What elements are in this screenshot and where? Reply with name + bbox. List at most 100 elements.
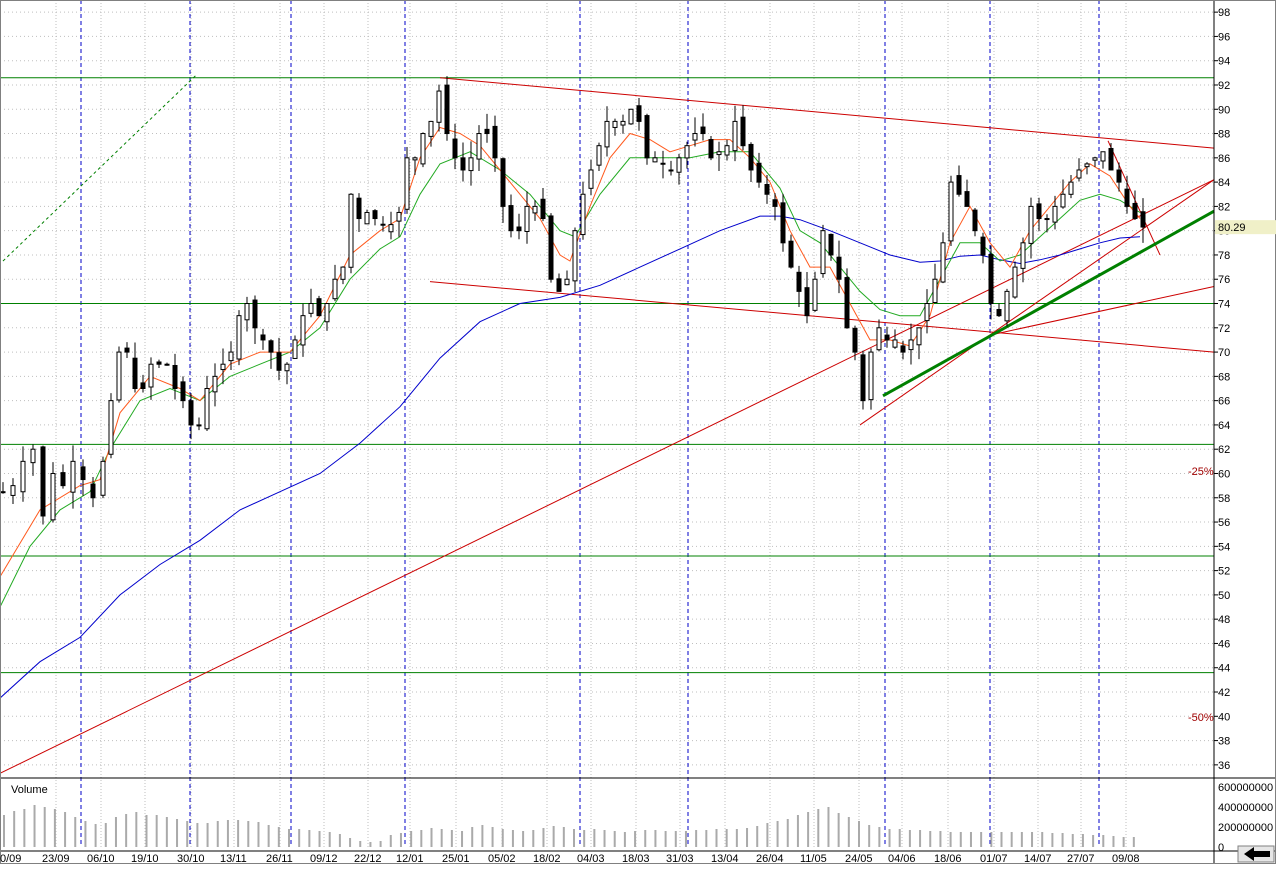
candle-body bbox=[564, 278, 570, 286]
volume-bar bbox=[1081, 834, 1084, 847]
volume-bar bbox=[847, 817, 850, 847]
y-tick-label: 72 bbox=[1218, 323, 1230, 335]
volume-bar bbox=[338, 834, 341, 847]
volume-bar bbox=[644, 830, 647, 847]
y-tick-label: 78 bbox=[1218, 250, 1230, 262]
candle-body bbox=[1084, 163, 1090, 168]
volume-tick-label: 400000000 bbox=[1218, 802, 1273, 814]
volume-bar bbox=[318, 831, 321, 847]
candle-body bbox=[244, 303, 250, 321]
guide-line bbox=[2, 74, 197, 262]
volume-bar bbox=[257, 822, 260, 847]
volume-bar bbox=[715, 829, 718, 847]
candle-body bbox=[428, 120, 434, 137]
volume-bar bbox=[481, 825, 484, 847]
volume-bar bbox=[969, 832, 972, 847]
y-tick-label: 38 bbox=[1218, 736, 1230, 748]
moving-average-mid bbox=[0, 151, 1141, 608]
volume-bar bbox=[206, 823, 209, 847]
volume-bar bbox=[603, 830, 606, 847]
volume-bar bbox=[165, 817, 168, 847]
candle-body bbox=[604, 120, 610, 148]
y-tick-label: 42 bbox=[1218, 687, 1230, 699]
volume-bar bbox=[1051, 833, 1054, 847]
candle-body bbox=[332, 278, 338, 300]
volume-bar bbox=[878, 827, 881, 847]
candle-body bbox=[756, 162, 762, 183]
volume-bar bbox=[94, 824, 97, 847]
candle-body bbox=[316, 298, 322, 317]
x-tick-label: 19/10 bbox=[131, 853, 159, 864]
volume-bar bbox=[725, 829, 728, 847]
candle-body bbox=[572, 230, 578, 282]
candle-body bbox=[876, 327, 882, 351]
y-tick-label: 70 bbox=[1218, 347, 1230, 359]
volume-bar bbox=[908, 830, 911, 847]
volume-bar bbox=[1092, 835, 1095, 847]
volume-bar bbox=[898, 829, 901, 847]
volume-bar bbox=[1071, 834, 1074, 847]
volume-bar bbox=[949, 832, 952, 847]
candle-body bbox=[1052, 205, 1058, 223]
y-tick-label: 58 bbox=[1218, 493, 1230, 505]
volume-bar bbox=[471, 827, 474, 847]
volume-bar bbox=[114, 817, 117, 847]
candle-body bbox=[948, 181, 954, 242]
candle-body bbox=[268, 340, 274, 353]
candle-body bbox=[700, 126, 706, 135]
volume-bar bbox=[888, 829, 891, 847]
candle-body bbox=[940, 242, 946, 283]
volume-bar bbox=[796, 815, 799, 847]
candles bbox=[0, 76, 1146, 525]
candle-body bbox=[396, 211, 402, 222]
candle-body bbox=[1124, 188, 1130, 207]
volume-bar bbox=[837, 813, 840, 847]
candle-body bbox=[1012, 266, 1018, 298]
volume-bar bbox=[959, 832, 962, 847]
x-tick-label: 0/09 bbox=[0, 853, 21, 864]
trendline bbox=[1107, 140, 1161, 256]
volume-bar bbox=[155, 815, 158, 847]
trendline bbox=[439, 77, 1215, 149]
candle-body bbox=[980, 236, 986, 256]
volume-bar bbox=[379, 841, 382, 847]
volume-bar bbox=[84, 821, 87, 847]
volume-bar bbox=[440, 829, 443, 847]
candle-body bbox=[1100, 151, 1106, 162]
candle-body bbox=[620, 120, 626, 126]
volume-bar bbox=[756, 826, 759, 847]
x-tick-label: 11/05 bbox=[800, 853, 827, 864]
volume-bar bbox=[23, 809, 26, 847]
volume-bar bbox=[450, 830, 453, 847]
candle-body bbox=[780, 202, 786, 244]
volume-bar bbox=[807, 812, 810, 847]
candle-body bbox=[60, 472, 66, 487]
volume-bar bbox=[674, 831, 677, 847]
last-price-label: 80.29 bbox=[1218, 222, 1246, 234]
candle-body bbox=[324, 303, 330, 323]
volume-bar bbox=[267, 825, 270, 847]
volume-bar bbox=[1061, 833, 1064, 847]
axis-labels: 9896949290888684828078767472706866646260… bbox=[0, 7, 1273, 865]
volume-bar bbox=[980, 832, 983, 847]
candle-body bbox=[1140, 211, 1146, 228]
candle-body bbox=[164, 363, 170, 366]
scroll-left-button[interactable] bbox=[1237, 845, 1275, 863]
volume-label: Volume bbox=[11, 784, 48, 796]
x-tick-label: 18/02 bbox=[533, 853, 561, 864]
candle-body bbox=[236, 315, 242, 360]
volume-bar bbox=[827, 807, 830, 847]
candle-body bbox=[1004, 290, 1010, 322]
candle-body bbox=[90, 483, 96, 499]
volume-bar bbox=[939, 831, 942, 847]
x-tick-label: 18/06 bbox=[934, 853, 962, 864]
candle-body bbox=[1020, 242, 1026, 269]
x-tick-label: 04/06 bbox=[888, 853, 916, 864]
x-tick-label: 27/07 bbox=[1067, 853, 1095, 864]
x-tick-label: 25/01 bbox=[442, 853, 470, 864]
volume-bar bbox=[511, 830, 514, 847]
candle-body bbox=[348, 193, 354, 268]
volume-bar bbox=[33, 805, 36, 847]
volume-bar bbox=[868, 825, 871, 847]
volume-bar bbox=[573, 829, 575, 847]
